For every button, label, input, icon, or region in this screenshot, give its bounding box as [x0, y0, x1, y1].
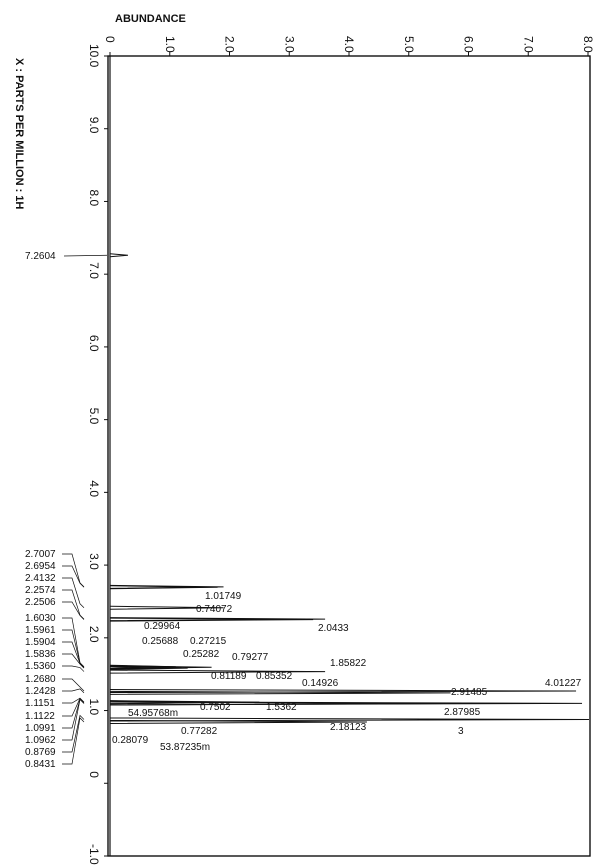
- spectrum-peak: [109, 690, 451, 695]
- abundance-tick-label: 2.0: [223, 36, 237, 53]
- y-axis-title: ABUNDANCE: [115, 13, 186, 25]
- peak-leader-line: [62, 577, 85, 609]
- ppm-tick-label: 4.0: [87, 480, 101, 497]
- ppm-tick-label: 9.0: [87, 117, 101, 134]
- peak-ppm-label: 1.1151: [25, 698, 55, 709]
- peak-ppm-label: 2.2574: [25, 585, 56, 596]
- peak-ppm-label: 1.5836: [25, 649, 56, 660]
- peak-leader-line: [62, 717, 85, 765]
- integral-value: 0.25282: [183, 649, 220, 660]
- integral-value: 0.85352: [256, 671, 293, 682]
- x-axis-title: X : PARTS PER MILLION : 1H: [13, 58, 25, 209]
- integral-labels: 1.01749 0.74072 0.29964 2.0433 0.25688 0.2721…: [112, 591, 582, 753]
- peak-ppm-label: 2.6954: [25, 561, 56, 572]
- spectrum-trace: [109, 56, 590, 856]
- peak-ppm-label: 0.8769: [25, 747, 56, 758]
- peak-leader-line: [62, 688, 85, 694]
- spectrum-peak: [109, 253, 128, 258]
- abundance-tick-label: 3.0: [282, 36, 296, 53]
- peak-ppm-label: 1.1122: [25, 711, 55, 722]
- ppm-tick-label: 1.0: [87, 699, 101, 716]
- integral-value: 2.18123: [330, 722, 367, 733]
- spectrum-peak: [109, 617, 314, 622]
- integral-value: 2.87985: [444, 707, 481, 718]
- ppm-tick-label: 3.0: [87, 553, 101, 570]
- integral-value: 0.27215: [190, 636, 227, 647]
- ppm-tick-label: 2.0: [87, 626, 101, 643]
- peak-ppm-label: 1.2428: [25, 686, 56, 697]
- integral-value: 1.5362: [266, 702, 297, 713]
- peak-ppm-label: 7.2604: [25, 251, 56, 262]
- abundance-tick-label: 5.0: [402, 36, 416, 53]
- peak-leader-line: [62, 601, 85, 620]
- peak-ppm-label: 2.4132: [25, 573, 56, 584]
- abundance-tick-label: 7.0: [521, 36, 535, 53]
- integral-value: 1.85822: [330, 658, 367, 669]
- peak-leader-line: [62, 653, 85, 669]
- abundance-tick-label: 8.0: [581, 36, 595, 53]
- ppm-tick-label: 5.0: [87, 408, 101, 425]
- peak-leader-line: [62, 665, 85, 672]
- integral-value: 0.79277: [232, 652, 269, 663]
- ppm-tick-label: 10.0: [87, 44, 101, 68]
- spectrum-peak: [109, 719, 367, 724]
- peak-leader-line: [63, 254, 108, 257]
- ppm-tick-label: -1.0: [87, 844, 101, 865]
- integral-value: 0.14926: [302, 678, 339, 689]
- integral-value: 0.81189: [211, 671, 247, 682]
- peak-ppm-label: 1.0991: [25, 723, 56, 734]
- integral-value: 2.0433: [318, 623, 349, 634]
- abundance-ticks: 0 1.0 2.0 3.0 4.0 5.0 6.0 7.0 8.0: [103, 36, 595, 56]
- peak-ppm-label: 0.8431: [25, 759, 56, 770]
- abundance-tick-label: 6.0: [462, 36, 476, 53]
- peak-leader-line: [62, 697, 85, 717]
- integral-value: 53.87235m: [160, 742, 210, 753]
- abundance-tick-label: 4.0: [342, 36, 356, 53]
- spectrum-peak: [109, 669, 326, 674]
- spectrum-peak: [109, 585, 218, 590]
- integral-value: 0.77282: [181, 726, 218, 737]
- peak-ppm-label: 1.0962: [25, 735, 56, 746]
- integral-value: 54.95768m: [128, 708, 178, 719]
- spectrum-peak: [109, 717, 590, 722]
- peak-leader-line: [62, 565, 85, 588]
- peak-ppm-label: 2.2506: [25, 597, 56, 608]
- peak-ppm-label: 1.5961: [25, 625, 56, 636]
- integral-value: 4.01227: [545, 678, 582, 689]
- abundance-tick-label: 1.0: [163, 36, 177, 53]
- integral-value: 3: [458, 726, 464, 737]
- integral-value: 2.91485: [451, 687, 488, 698]
- peak-leader-line: [62, 698, 85, 741]
- peak-ppm-label: 1.6030: [25, 613, 56, 624]
- ppm-ticks: 10.0 9.0 8.0 7.0 6.0 5.0 4.0 3.0 2.0 1.0 0 -1.0: [87, 44, 108, 865]
- spectrum-peak: [109, 666, 188, 671]
- integral-value: 0.28079: [112, 735, 149, 746]
- peak-leader-line: [62, 678, 85, 692]
- peak-ppm-label: 1.5904: [25, 637, 56, 648]
- peak-leader-line: [62, 617, 85, 667]
- ppm-tick-label: 6.0: [87, 335, 101, 352]
- integral-value: 0.7502: [200, 702, 231, 713]
- abundance-tick-label: 0: [103, 36, 117, 43]
- integral-value: 1.01749: [205, 591, 242, 602]
- peak-ppm-label: 1.2680: [25, 674, 56, 685]
- peak-ppm-label: 2.7007: [25, 549, 56, 560]
- ppm-tick-label: 7.0: [87, 262, 101, 279]
- peak-leader-line: [62, 714, 85, 753]
- integral-value: 0.25688: [142, 636, 179, 647]
- integral-value: 0.74072: [196, 604, 233, 615]
- integral-value: 0.29964: [144, 621, 181, 632]
- ppm-tick-label: 0: [87, 771, 101, 778]
- spectrum-peak: [109, 701, 445, 706]
- peak-leader-line: [62, 629, 85, 668]
- peak-ppm-label: 1.5360: [25, 661, 56, 672]
- spectrum-peak: [109, 605, 224, 610]
- ppm-tick-label: 8.0: [87, 189, 101, 206]
